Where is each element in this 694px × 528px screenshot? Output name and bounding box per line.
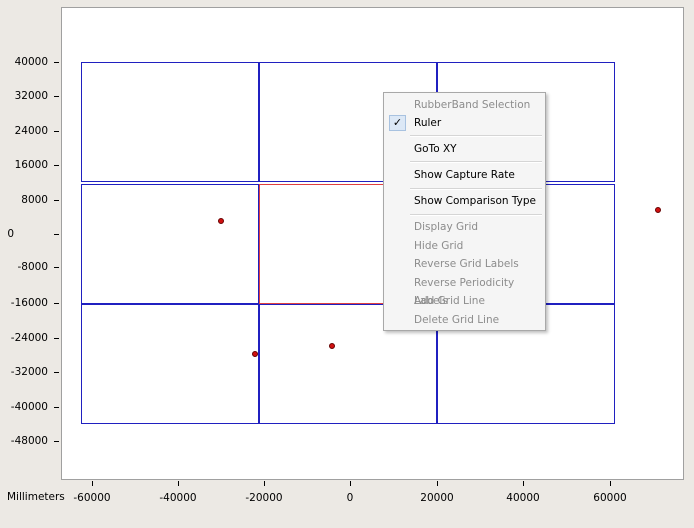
y-tick-mark	[54, 96, 59, 97]
y-tick-mark	[54, 338, 59, 339]
y-tick-label: 0	[7, 228, 14, 240]
menu-item-ruler[interactable]: ✓ Ruler	[386, 114, 543, 132]
y-tick-mark	[54, 372, 59, 373]
grid-cell[interactable]	[81, 304, 259, 424]
x-tick-label: -60000	[73, 492, 111, 504]
data-point[interactable]	[252, 351, 258, 357]
context-menu: RubberBand Selection ✓ Ruler GoTo XY Sho…	[383, 92, 546, 331]
units-label: Millimeters	[7, 491, 65, 503]
menu-separator	[410, 188, 542, 190]
x-tick-mark	[264, 481, 265, 486]
x-tick-mark	[92, 481, 93, 486]
y-tick-mark	[54, 200, 59, 201]
x-tick-label: 20000	[420, 492, 454, 504]
y-tick-mark	[54, 62, 59, 63]
x-tick-mark	[523, 481, 524, 486]
x-tick-label: 40000	[506, 492, 540, 504]
menu-separator	[410, 161, 542, 163]
menu-item-add-grid-line[interactable]: Add Grid Line	[414, 295, 485, 307]
y-tick-label: 32000	[14, 90, 48, 102]
menu-item-delete-grid-line[interactable]: Delete Grid Line	[414, 314, 500, 326]
checkmark-icon: ✓	[389, 115, 406, 131]
x-tick-mark	[437, 481, 438, 486]
y-tick-label: 8000	[21, 194, 48, 206]
y-tick-label: -8000	[17, 261, 48, 273]
x-tick-mark	[350, 481, 351, 486]
y-tick-mark	[54, 407, 59, 408]
y-tick-label: 16000	[14, 159, 48, 171]
y-tick-mark	[54, 234, 59, 235]
menu-item-display-grid[interactable]: Display Grid	[414, 221, 479, 233]
x-tick-label: -40000	[159, 492, 197, 504]
y-tick-label: -24000	[10, 332, 48, 344]
y-tick-label: -16000	[10, 297, 48, 309]
y-tick-mark	[54, 441, 59, 442]
data-point[interactable]	[329, 343, 335, 349]
menu-item-rubberband-selection[interactable]: RubberBand Selection	[414, 99, 531, 111]
menu-separator	[410, 214, 542, 216]
menu-item-show-capture-rate[interactable]: Show Capture Rate	[414, 169, 515, 181]
x-tick-mark	[610, 481, 611, 486]
y-tick-mark	[54, 165, 59, 166]
y-tick-label: -40000	[10, 401, 48, 413]
menu-item-goto-xy[interactable]: GoTo XY	[414, 143, 457, 155]
data-point[interactable]	[655, 207, 661, 213]
y-tick-mark	[54, 267, 59, 268]
y-tick-mark	[54, 303, 59, 304]
menu-item-reverse-periodicity-labels[interactable]: Reverse Periodicity Labels	[414, 277, 515, 307]
x-tick-label: 0	[346, 492, 354, 504]
grid-cell[interactable]	[81, 184, 259, 304]
y-tick-label: -48000	[10, 435, 48, 447]
plot-canvas[interactable]	[61, 7, 684, 480]
x-tick-label: -20000	[245, 492, 283, 504]
menu-item-label: Ruler	[414, 117, 442, 129]
data-point[interactable]	[218, 218, 224, 224]
y-tick-label: 40000	[14, 56, 48, 68]
menu-item-reverse-grid-labels[interactable]: Reverse Grid Labels	[414, 258, 519, 270]
menu-item-hide-grid[interactable]: Hide Grid	[414, 240, 464, 252]
y-tick-label: 24000	[14, 125, 48, 137]
x-tick-mark	[178, 481, 179, 486]
x-tick-label: 60000	[593, 492, 627, 504]
y-tick-mark	[54, 131, 59, 132]
menu-separator	[410, 135, 542, 137]
menu-item-show-comparison-type[interactable]: Show Comparison Type	[414, 195, 536, 207]
y-tick-label: -32000	[10, 366, 48, 378]
grid-cell[interactable]	[81, 62, 259, 182]
